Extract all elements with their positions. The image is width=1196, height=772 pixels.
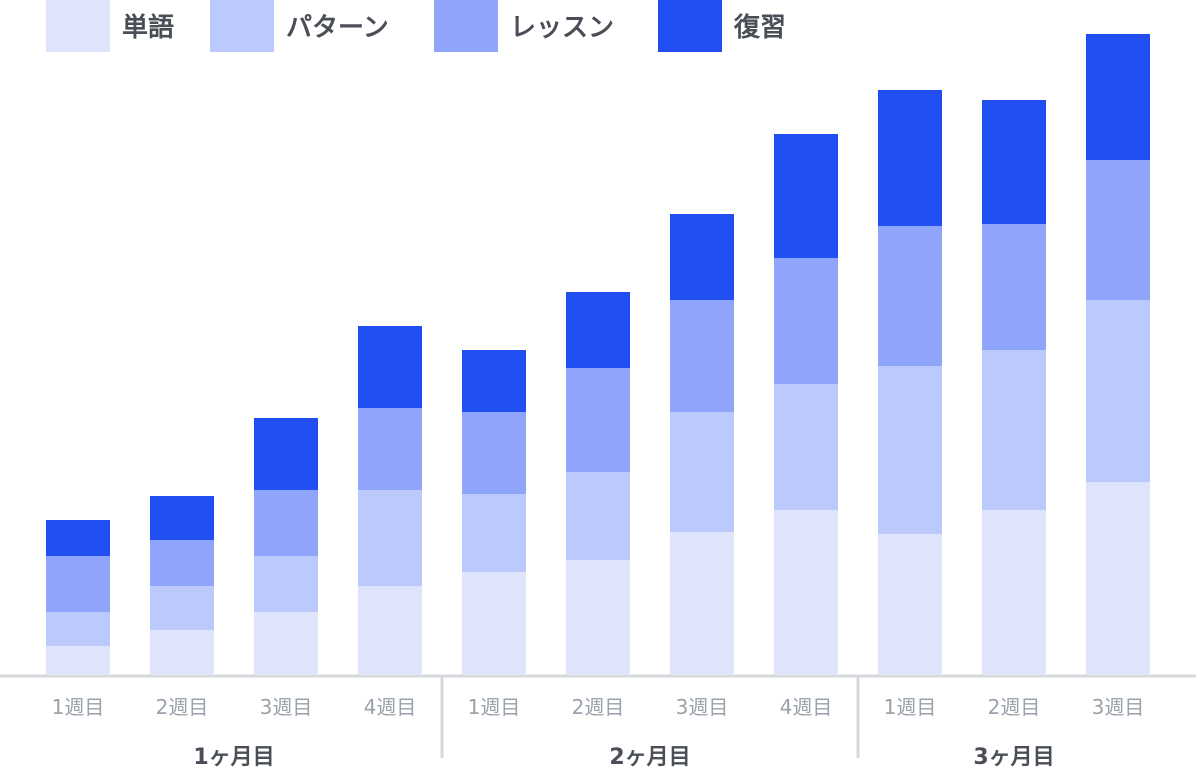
legend-label: パターン: [286, 13, 389, 43]
bar-segment: [670, 300, 734, 412]
bar-segment: [46, 520, 110, 556]
bar-segment: [566, 560, 630, 674]
x-group-labels: 1ヶ月目 2ヶ月目 3ヶ月目: [193, 745, 1054, 770]
legend-label: 単語: [122, 12, 174, 43]
x-group-label: 1ヶ月目: [193, 745, 274, 770]
x-group-label: 3ヶ月目: [973, 745, 1054, 770]
bar-segment: [46, 612, 110, 646]
legend-swatch: [658, 0, 722, 52]
x-tick-label: 2週目: [988, 695, 1041, 719]
bar-segment: [774, 258, 838, 384]
group-dividers: [440, 676, 860, 758]
bar-segment: [1086, 482, 1150, 674]
legend-swatch: [210, 0, 274, 52]
bar-segment: [878, 534, 942, 674]
bar-segment: [774, 510, 838, 674]
x-group-label: 2ヶ月目: [609, 745, 690, 770]
bar-segment: [358, 326, 422, 408]
bar-segment: [46, 556, 110, 612]
bar-segment: [358, 490, 422, 586]
bar-segment: [254, 612, 318, 674]
bar-segment: [1086, 300, 1150, 482]
bar-segment: [1086, 34, 1150, 160]
bar-segment: [358, 408, 422, 490]
bar-segment: [878, 90, 942, 226]
bar-segment: [982, 100, 1046, 224]
x-tick-label: 2週目: [572, 695, 625, 719]
bar-segment: [150, 630, 214, 674]
x-tick-label: 3週目: [1092, 695, 1145, 719]
x-tick-label: 1週目: [884, 695, 937, 719]
bar-segment: [46, 646, 110, 674]
bar-segment: [358, 586, 422, 674]
bar-segment: [462, 494, 526, 572]
bar-segment: [462, 350, 526, 412]
bar-segment: [254, 490, 318, 556]
x-tick-label: 4週目: [364, 695, 417, 719]
bar-segment: [670, 532, 734, 674]
legend-label: レッスン: [510, 13, 614, 43]
bar-segment: [774, 384, 838, 510]
bar-segment: [774, 134, 838, 258]
x-tick-label: 3週目: [260, 695, 313, 719]
bar-segment: [878, 226, 942, 366]
legend-label: 復習: [733, 12, 786, 43]
bar-segment: [150, 586, 214, 630]
bar-segment: [566, 292, 630, 368]
x-tick-labels: 1週目 2週目 3週目 4週目 1週目 2週目 3週目 4週目 1週目 2週目 3週目: [52, 695, 1145, 719]
bar-segment: [150, 540, 214, 586]
x-tick-label: 1週目: [52, 695, 105, 719]
bar-segment: [982, 224, 1046, 350]
bar-segment: [670, 412, 734, 532]
bar-segment: [670, 214, 734, 300]
bar-segment: [462, 412, 526, 494]
bar-segment: [1086, 160, 1150, 300]
legend-swatch: [46, 0, 110, 52]
x-tick-label: 3週目: [676, 695, 729, 719]
bar-segment: [254, 556, 318, 612]
bar-segment: [878, 366, 942, 534]
x-tick-label: 2週目: [156, 695, 209, 719]
bar-segment: [254, 418, 318, 490]
bar-segment: [982, 510, 1046, 674]
legend-swatch: [434, 0, 498, 52]
legend: 単語 パターン レッスン 復習: [46, 0, 786, 52]
bar-segment: [982, 350, 1046, 510]
x-tick-label: 1週目: [468, 695, 521, 719]
bar-segment: [566, 472, 630, 560]
bar-segment: [566, 368, 630, 472]
x-tick-label: 4週目: [780, 695, 833, 719]
bars: [46, 34, 1150, 674]
bar-segment: [150, 496, 214, 540]
bar-segment: [462, 572, 526, 674]
